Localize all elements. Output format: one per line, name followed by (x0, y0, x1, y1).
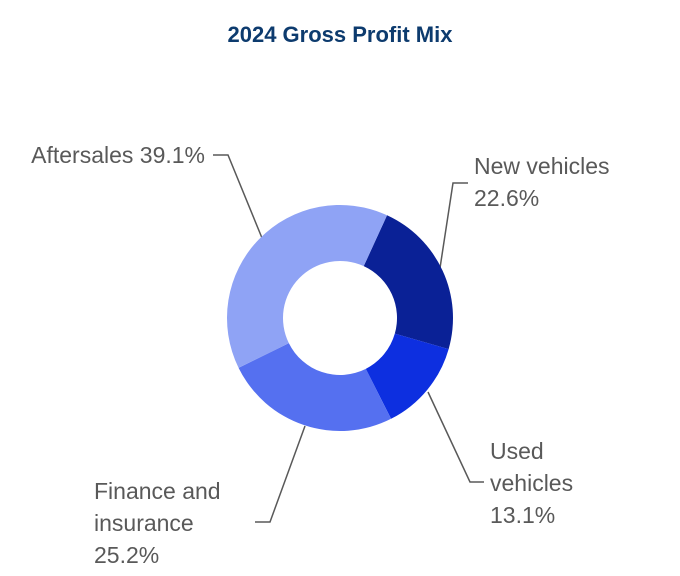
value-label: 22.6% (474, 185, 540, 211)
leader-line (439, 182, 468, 269)
value-label: 39.1% (139, 142, 205, 168)
category-label: New vehicles (474, 153, 610, 179)
chart-title: 2024 Gross Profit Mix (228, 22, 454, 47)
donut-slice (363, 215, 453, 350)
slice-label: Used vehicles 13.1% (490, 435, 590, 531)
leader-line (255, 425, 306, 523)
value-label: 25.2% (94, 542, 160, 568)
donut-slice (226, 204, 388, 368)
leader-line (427, 391, 484, 483)
donut-slice (238, 343, 392, 431)
category-label: Finance and insurance (94, 478, 221, 536)
category-label: Aftersales (31, 142, 134, 168)
slice-label: New vehicles 22.6% (474, 150, 674, 214)
category-label: Used vehicles (490, 438, 574, 496)
leader-line (213, 154, 263, 239)
slice-label: Aftersales 39.1% (0, 139, 205, 171)
slice-label: Finance and insurance 25.2% (94, 475, 254, 571)
donut-slice (365, 333, 449, 419)
value-label: 13.1% (490, 502, 556, 528)
